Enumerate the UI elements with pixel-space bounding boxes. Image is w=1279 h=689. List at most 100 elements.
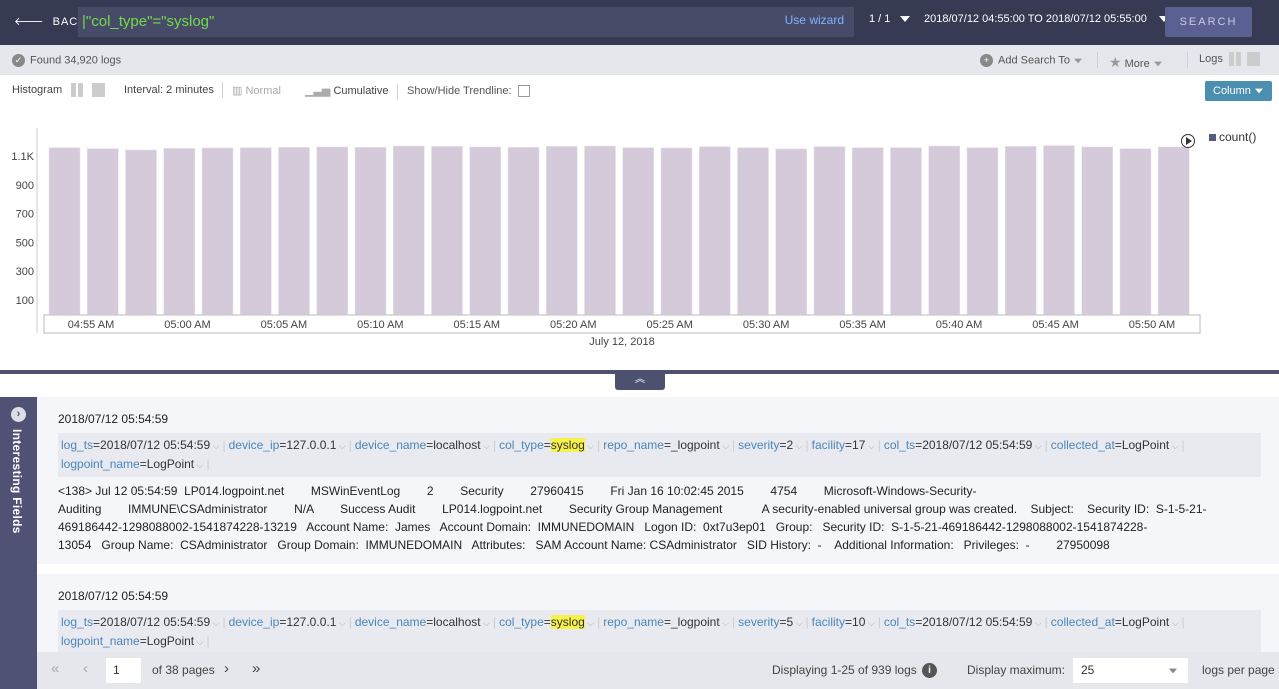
chevron-down-icon[interactable]: ⌵ — [1032, 618, 1042, 628]
chevron-down-icon[interactable]: ⌵ — [793, 618, 803, 628]
use-wizard-link[interactable]: Use wizard — [784, 13, 844, 27]
results-toolbar: ✓ Found 34,920 logs + Add Search To ★ More… — [0, 45, 1279, 75]
x-tick-label: 04:55 AM — [68, 319, 114, 331]
field-col_type[interactable]: col_type=syslog ⌵ — [499, 438, 595, 452]
column-label: Column — [1213, 85, 1251, 97]
field-col_ts[interactable]: col_ts=2018/07/12 05:54:59 ⌵ — [883, 438, 1042, 452]
chevron-down-icon[interactable]: ⌵ — [719, 618, 730, 628]
chevron-down-icon[interactable]: ⌵ — [194, 637, 204, 647]
field-separator: | — [732, 615, 736, 629]
single-view-icon[interactable] — [1247, 52, 1261, 66]
chevron-down-icon[interactable]: ⌵ — [1032, 441, 1042, 451]
cumulative-mode-button[interactable]: ▁▃▅ Cumulative — [305, 84, 388, 97]
chevron-down-icon[interactable]: ⌵ — [194, 460, 204, 470]
field-key: logpoint_name — [61, 634, 140, 648]
chevron-down-icon[interactable] — [1159, 16, 1170, 23]
chevron-down-icon[interactable]: ⌵ — [480, 441, 490, 451]
chevron-down-icon[interactable]: ⌵ — [584, 618, 595, 628]
more-menu[interactable]: ★ More — [1109, 54, 1163, 71]
chevron-down-icon[interactable]: ⌵ — [1169, 618, 1179, 628]
time-range-selector[interactable]: 2018/07/12 04:55:00 TO 2018/07/12 05:55:… — [924, 13, 1170, 25]
x-tick-label: 05:45 AM — [1032, 319, 1078, 331]
chevron-down-icon[interactable]: ⌵ — [719, 441, 730, 451]
info-icon[interactable]: i — [922, 663, 937, 678]
found-count: Found 34,920 logs — [30, 54, 122, 67]
search-button[interactable]: SEARCH — [1165, 7, 1252, 37]
normal-label: Normal — [245, 85, 281, 97]
histogram-bar — [240, 147, 272, 315]
prev-page-icon[interactable]: ‹ — [83, 660, 88, 677]
chevron-down-icon[interactable]: ⌵ — [480, 618, 490, 628]
histogram-bar — [163, 148, 195, 315]
histogram-bar — [660, 147, 693, 315]
chevron-down-icon[interactable] — [899, 16, 910, 23]
pagination-footer: « ‹ 1 of 38 pages › » Displaying 1-25 of… — [37, 652, 1279, 689]
page-number-input[interactable]: 1 — [106, 658, 141, 683]
query-text[interactable]: |"col_type"="syslog" — [82, 13, 215, 30]
trendline-label: Show/Hide Trendline: — [407, 85, 512, 97]
field-logpoint_name[interactable]: logpoint_name=LogPoint ⌵ — [61, 634, 204, 648]
chevron-down-icon[interactable]: ⌵ — [336, 441, 346, 451]
field-log_ts[interactable]: log_ts=2018/07/12 05:54:59 ⌵ — [61, 438, 220, 452]
chevron-down-icon[interactable]: ⌵ — [210, 441, 220, 451]
field-severity[interactable]: severity=5 ⌵ — [738, 615, 803, 629]
chevron-down-icon[interactable]: ⌵ — [793, 441, 803, 451]
columns-view-icon[interactable] — [1228, 52, 1241, 66]
chevron-right-icon: › — [11, 407, 26, 422]
field-device_ip[interactable]: device_ip=127.0.0.1 ⌵ — [228, 438, 346, 452]
field-value: localhost — [433, 615, 481, 629]
next-page-icon[interactable]: › — [224, 660, 229, 677]
interesting-fields-toggle[interactable]: › Interesting Fields — [0, 397, 37, 689]
search-query-input[interactable]: |"col_type"="syslog" Use wizard — [78, 7, 854, 37]
displaying-count: Displaying 1-25 of 939 logs — [772, 663, 917, 677]
field-value: 2018/07/12 05:54:59 — [922, 438, 1033, 452]
display-maximum-select[interactable]: 25 — [1073, 658, 1188, 683]
add-search-label: Add Search To — [998, 54, 1070, 67]
field-value: syslog — [550, 615, 585, 629]
histogram-bar — [890, 147, 922, 315]
divider — [1187, 52, 1188, 68]
chevron-down-icon[interactable]: ⌵ — [1169, 441, 1179, 451]
field-severity[interactable]: severity=2 ⌵ — [738, 438, 803, 452]
field-value: 10 — [852, 615, 866, 629]
column-chart-type-button[interactable]: Column — [1205, 81, 1272, 101]
back-button[interactable]: 🡐 BACK — [14, 14, 87, 28]
chevron-down-icon[interactable]: ⌵ — [865, 618, 875, 628]
field-col_ts[interactable]: col_ts=2018/07/12 05:54:59 ⌵ — [883, 615, 1042, 629]
field-separator: | — [492, 438, 497, 452]
log-list: 2018/07/12 05:54:59 log_ts=2018/07/12 05:… — [37, 397, 1279, 652]
field-device_name[interactable]: device_name=localhost ⌵ — [354, 615, 490, 629]
columns-view-icon[interactable] — [71, 83, 84, 97]
chevron-down-icon[interactable]: ⌵ — [865, 441, 875, 451]
trendline-checkbox[interactable] — [517, 85, 530, 98]
field-collected_at[interactable]: collected_at=LogPoint ⌵ — [1050, 615, 1179, 629]
histogram-bar — [125, 149, 157, 315]
field-value: LogPoint — [1121, 438, 1170, 452]
field-key: severity — [738, 438, 780, 452]
chevron-down-icon[interactable]: ⌵ — [336, 618, 346, 628]
legend-swatch — [1209, 134, 1216, 141]
field-col_type[interactable]: col_type=syslog ⌵ — [499, 615, 595, 629]
chevron-down-icon[interactable]: ⌵ — [210, 618, 220, 628]
field-facility[interactable]: facility=10 ⌵ — [811, 615, 875, 629]
last-page-icon[interactable]: » — [252, 660, 261, 677]
normal-mode-button[interactable]: ▥ Normal — [232, 84, 281, 97]
field-separator: | — [877, 438, 881, 452]
field-log_ts[interactable]: log_ts=2018/07/12 05:54:59 ⌵ — [61, 615, 220, 629]
histogram-bar — [775, 148, 807, 315]
field-logpoint_name[interactable]: logpoint_name=LogPoint ⌵ — [61, 457, 204, 471]
chevron-down-icon[interactable]: ⌵ — [584, 441, 595, 451]
field-device_name[interactable]: device_name=localhost ⌵ — [354, 438, 490, 452]
field-repo_name[interactable]: repo_name=_logpoint ⌵ — [603, 615, 730, 629]
field-facility[interactable]: facility=17 ⌵ — [811, 438, 875, 452]
field-separator: | — [206, 634, 210, 648]
interval-label[interactable]: Interval: 2 minutes — [124, 84, 214, 96]
add-search-to-menu[interactable]: + Add Search To — [980, 54, 1083, 67]
first-page-icon[interactable]: « — [51, 660, 60, 677]
field-repo_name[interactable]: repo_name=_logpoint ⌵ — [603, 438, 730, 452]
repo-pager[interactable]: 1 / 1 — [869, 13, 910, 25]
field-collected_at[interactable]: collected_at=LogPoint ⌵ — [1050, 438, 1179, 452]
collapse-handle[interactable]: ︽ — [615, 372, 665, 390]
single-view-icon[interactable] — [92, 83, 106, 97]
field-device_ip[interactable]: device_ip=127.0.0.1 ⌵ — [228, 615, 346, 629]
